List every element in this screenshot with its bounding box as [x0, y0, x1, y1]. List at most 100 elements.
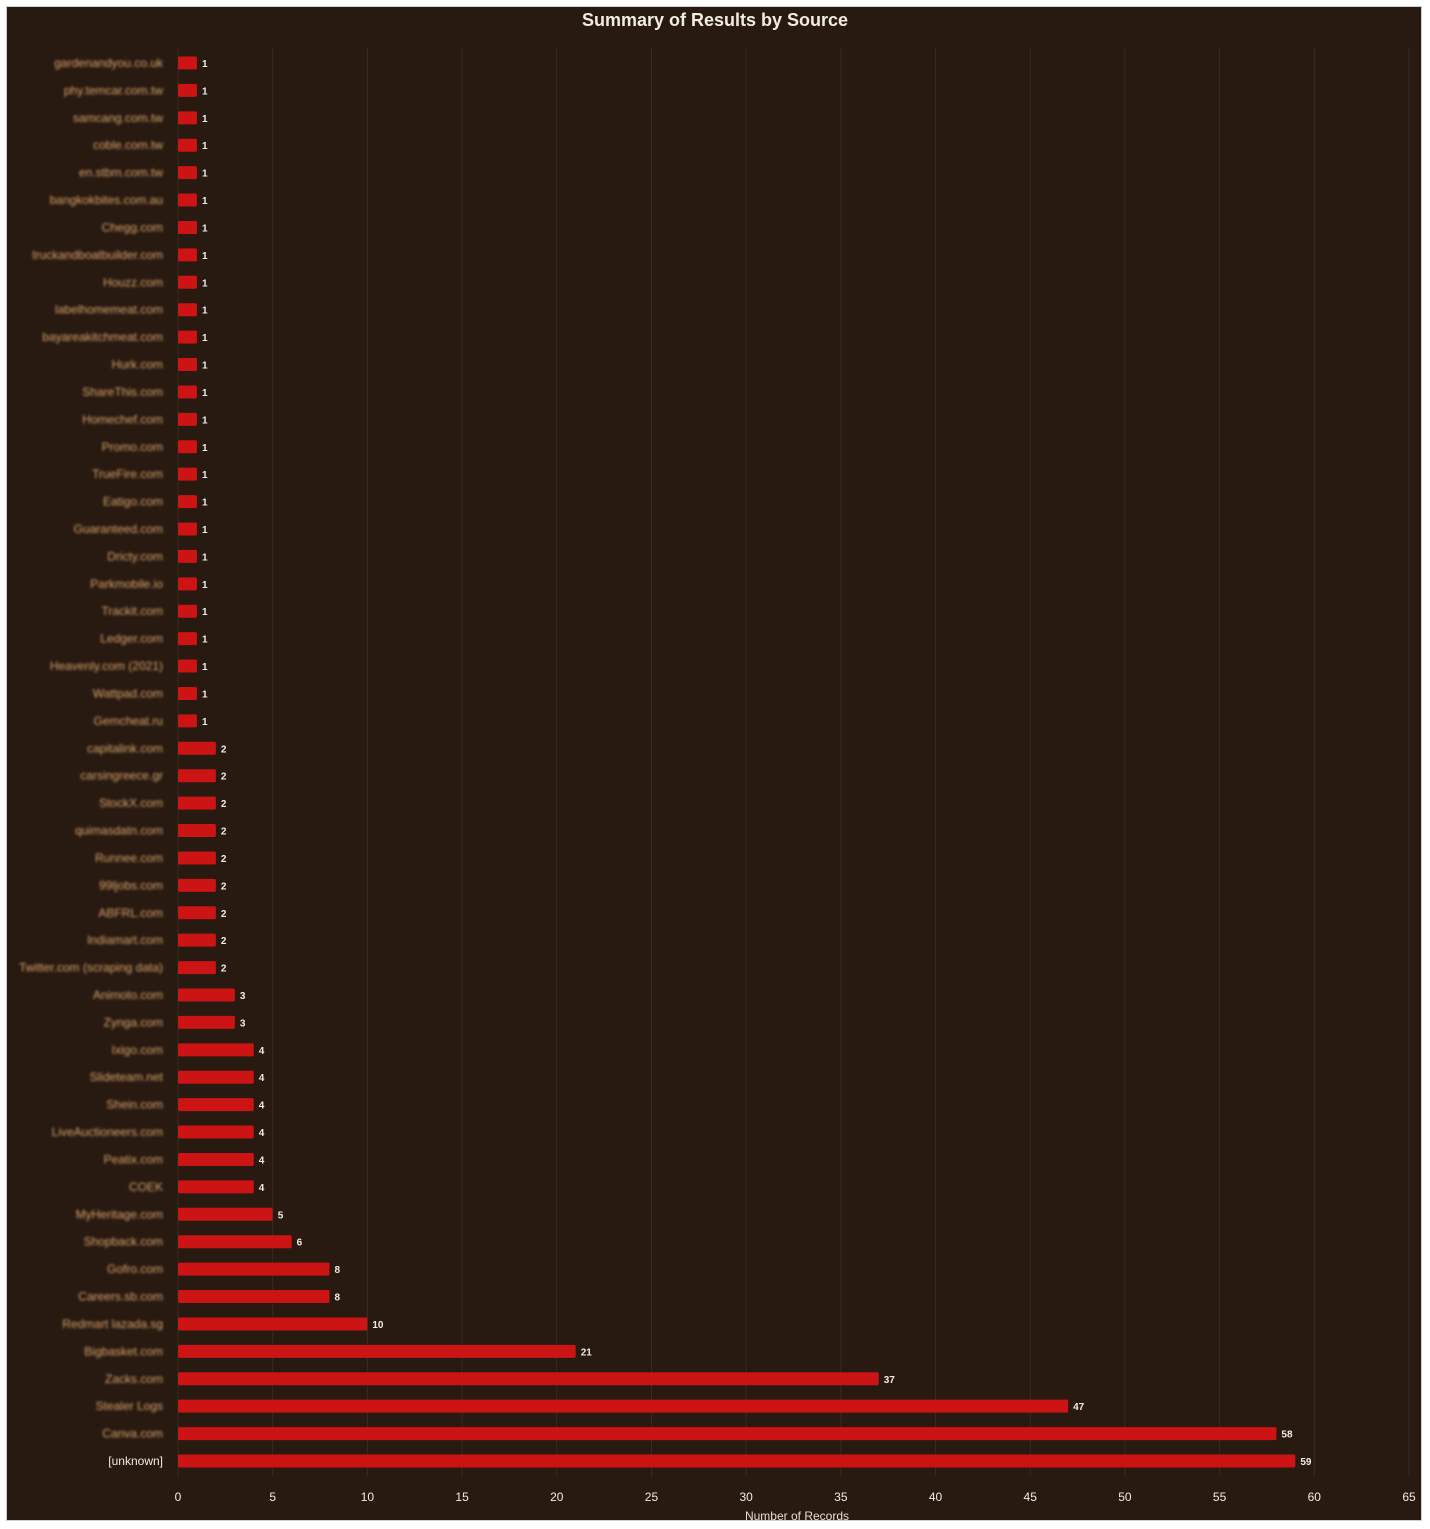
value-label: 4 [259, 1046, 265, 1057]
value-label: 1 [202, 498, 208, 509]
category-label: Ixigo.com [112, 1043, 163, 1057]
category-label: 99ljobs.com [99, 878, 163, 892]
category-label: Indiamart.com [87, 933, 163, 947]
bar [178, 1372, 879, 1386]
bar [178, 769, 216, 783]
bar [178, 522, 197, 536]
category-label: bayareakitchmeat.com [42, 330, 163, 344]
category-label: Animoto.com [93, 988, 163, 1002]
bar [178, 275, 197, 289]
bar [178, 1043, 254, 1057]
bar [178, 577, 197, 591]
value-label: 1 [202, 717, 208, 728]
bar [178, 988, 235, 1002]
value-label: 1 [202, 361, 208, 372]
category-label: en.stbm.com.tw [79, 166, 163, 180]
value-label: 2 [221, 936, 227, 947]
value-label: 58 [1281, 1430, 1293, 1441]
value-label: 1 [202, 552, 208, 563]
bar [178, 138, 197, 152]
category-label: Houzz.com [103, 275, 163, 289]
category-label: LiveAuctioneers.com [52, 1125, 163, 1139]
value-label: 8 [335, 1293, 341, 1304]
bar [178, 878, 216, 892]
x-tick-label: 0 [175, 1490, 182, 1504]
bar [178, 358, 197, 372]
x-axis-ticks: 0 5 10 15 20 25 30 35 40 45 50 55 60 65 [175, 1490, 1416, 1504]
value-label: 2 [221, 772, 227, 783]
value-label: 2 [221, 854, 227, 865]
bar [178, 166, 197, 180]
bar [178, 1015, 235, 1029]
category-label: capitalink.com [87, 741, 163, 755]
value-label: 1 [202, 388, 208, 399]
value-label: 4 [259, 1128, 265, 1139]
category-label: COEK [129, 1180, 163, 1194]
bar [178, 1290, 330, 1304]
value-label: 1 [202, 443, 208, 454]
bar [178, 1180, 254, 1194]
value-label: 4 [259, 1101, 265, 1112]
value-label: 1 [202, 689, 208, 700]
bar [178, 1235, 292, 1249]
value-label: 2 [221, 909, 227, 920]
category-label: Guaranteed.com [74, 522, 163, 536]
bar [178, 933, 216, 947]
category-label: Parkmobile.io [90, 577, 163, 591]
value-label: 1 [202, 580, 208, 591]
value-label: 1 [202, 223, 208, 234]
value-label: 1 [202, 525, 208, 536]
bars [178, 56, 1296, 1468]
category-label: Zynga.com [104, 1015, 163, 1029]
value-label: 3 [240, 991, 246, 1002]
bar [178, 961, 216, 975]
category-label: StockX.com [99, 796, 163, 810]
x-tick-label: 45 [1024, 1490, 1038, 1504]
bar [178, 385, 197, 399]
category-label: Redmart lazada.sg [62, 1317, 163, 1331]
value-label: 37 [884, 1375, 896, 1386]
x-tick-label: 20 [550, 1490, 564, 1504]
category-label: truckandboatbuilder.com [32, 248, 163, 262]
category-label: Shopback.com [84, 1235, 163, 1249]
bar [178, 686, 197, 700]
value-label: 1 [202, 59, 208, 70]
bar [178, 714, 197, 728]
value-label: 1 [202, 415, 208, 426]
value-label: 47 [1073, 1402, 1085, 1413]
category-label: [unknown] [108, 1454, 163, 1468]
value-label: 4 [259, 1073, 265, 1084]
bar [178, 604, 197, 618]
category-label: Bigbasket.com [84, 1344, 163, 1358]
value-label: 59 [1300, 1457, 1312, 1468]
grid-lines [177, 48, 1410, 1476]
category-label: Slideteam.net [90, 1070, 164, 1084]
value-label: 2 [221, 964, 227, 975]
value-label: 1 [202, 278, 208, 289]
category-label: quimasdatn.com [75, 824, 163, 838]
bar [178, 1344, 576, 1358]
value-label: 10 [372, 1320, 384, 1331]
category-label: Heavenly.com (2021) [50, 659, 163, 673]
value-label: 1 [202, 86, 208, 97]
category-label: bangkokbites.com.au [50, 193, 163, 207]
bar [178, 851, 216, 865]
category-label: Twitter.com (scraping data) [19, 961, 163, 975]
category-label: Gemcheat.ru [94, 714, 163, 728]
category-label: Trackit.com [101, 604, 163, 618]
bar [178, 796, 216, 810]
bar [178, 1207, 273, 1221]
bar [178, 1454, 1296, 1468]
bar [178, 1070, 254, 1084]
value-label: 2 [221, 881, 227, 892]
category-label: ShareThis.com [82, 385, 163, 399]
category-label: phy.temcar.com.tw [64, 83, 163, 97]
bar [178, 741, 216, 755]
bar [178, 467, 197, 481]
category-label: gardenandyou.co.uk [54, 56, 164, 70]
value-label: 1 [202, 635, 208, 646]
x-tick-label: 35 [834, 1490, 848, 1504]
bar [178, 412, 197, 426]
value-label: 1 [202, 251, 208, 262]
x-tick-label: 15 [455, 1490, 469, 1504]
